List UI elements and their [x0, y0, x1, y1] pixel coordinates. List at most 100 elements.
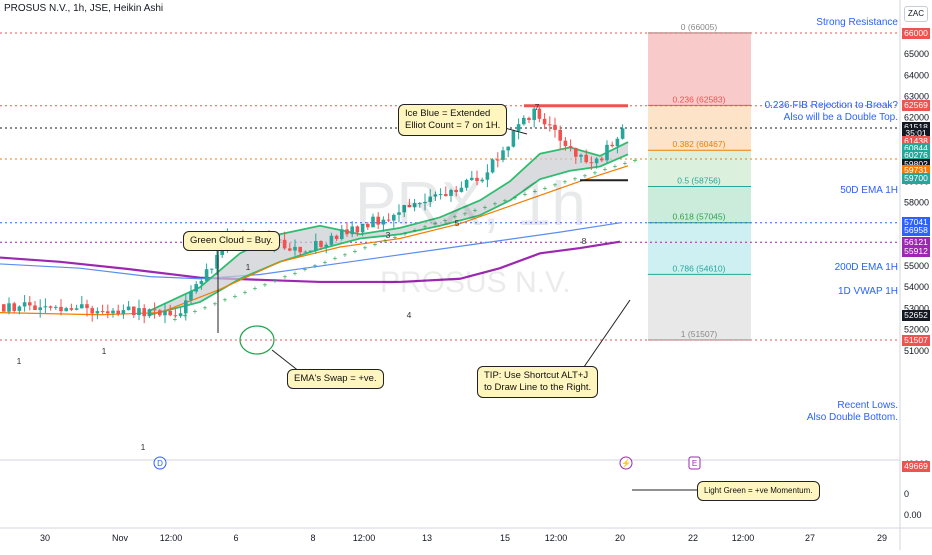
ema-cross-marker: +	[583, 171, 588, 180]
candle-body	[137, 308, 141, 316]
note-tip[interactable]: TIP: Use Shortcut ALT+J to Draw Line to …	[477, 366, 599, 398]
ema-cross-marker: +	[433, 219, 438, 228]
ema-cross-marker: +	[323, 258, 328, 267]
ema-cross-marker: +	[273, 276, 278, 285]
note-ema-swap[interactable]: EMA's Swap = +ve.	[287, 369, 384, 389]
fib-label-0.5: 0.5 (58756)	[677, 175, 721, 185]
price-tag: 60276	[902, 149, 930, 161]
ema-cross-marker: +	[333, 254, 338, 263]
candle-body	[386, 219, 391, 221]
price-tick-label: 58000	[904, 197, 929, 207]
elliott-label: 1	[102, 346, 107, 356]
price-tick-label: 65000	[904, 49, 929, 59]
candle-body	[360, 223, 365, 233]
time-tick-label: 13	[422, 533, 432, 543]
candle-body	[2, 304, 6, 312]
candle-body	[194, 284, 198, 292]
candle-body	[28, 302, 32, 306]
candle-body	[527, 117, 531, 120]
ema-cross-marker: +	[293, 269, 298, 278]
fib-zone-0	[648, 32, 751, 106]
note-momentum[interactable]: Light Green = +ve Momentum.	[697, 481, 820, 501]
candle-body	[511, 130, 516, 147]
note-ice-blue[interactable]: Ice Blue = Extended Elliot Count = 7 on …	[398, 104, 508, 136]
ema-cross-marker: +	[283, 273, 288, 282]
indicator-tick-label: 0.00	[904, 510, 922, 520]
candle-body	[184, 300, 188, 314]
ema-cloud	[150, 142, 628, 315]
indicator-tick-label: 0	[904, 489, 909, 499]
ema-slow-line	[149, 153, 629, 316]
time-tick-label: 29	[877, 533, 887, 543]
candle-body	[610, 144, 614, 147]
time-tick-label: 15	[500, 533, 510, 543]
ema-cross-marker: +	[403, 229, 408, 238]
candle-body	[43, 306, 48, 308]
candle-body	[7, 303, 11, 312]
time-tick-label: 27	[805, 533, 815, 543]
candle-body	[579, 154, 583, 157]
label-fib-rejection: 0.236 FIB Rejection to Break? Also will …	[764, 100, 898, 123]
candle-body	[589, 162, 594, 164]
ema-cross-marker: +	[263, 280, 268, 289]
candle-body	[423, 201, 427, 204]
candle-body	[158, 310, 162, 316]
price-tag: 62569	[902, 100, 930, 112]
fib-zone-3	[648, 186, 751, 223]
candle-body	[584, 154, 588, 163]
candle-body	[449, 190, 453, 196]
price-tag: 61518	[902, 122, 930, 134]
fib-label-0.618: 0.618 (57045)	[673, 212, 726, 222]
candle-body	[496, 159, 500, 161]
ema-cross-marker: +	[393, 233, 398, 242]
candle-body	[298, 246, 302, 253]
price-tick-label: 64000	[904, 70, 929, 80]
ema-swap-circle	[239, 325, 275, 355]
candle-body	[438, 194, 443, 196]
ema-cross-marker: +	[563, 178, 568, 187]
vwap-line	[0, 240, 621, 284]
time-tick-label: 22	[688, 533, 698, 543]
candle-body	[532, 108, 536, 120]
candle-body	[355, 226, 360, 233]
price-tag: 57041	[902, 217, 930, 229]
fib-zone-4	[648, 222, 751, 275]
currency-badge[interactable]: ZAC	[904, 6, 928, 22]
label-strong-resistance: Strong Resistance	[816, 17, 898, 28]
time-tick-label: 30	[40, 533, 50, 543]
ema-cross-marker: +	[173, 315, 178, 324]
candle-body	[376, 216, 380, 225]
candle-body	[48, 306, 53, 308]
note-green-cloud[interactable]: Green Cloud = Buy.	[183, 231, 280, 251]
candle-body	[433, 194, 438, 197]
candle-body	[475, 177, 479, 182]
label-vwap: 1D VWAP 1H	[837, 286, 898, 297]
candle-body	[204, 269, 209, 281]
price-tick-label: 63000	[904, 92, 929, 102]
candle-body	[173, 315, 178, 317]
earnings-marker-label: E	[692, 459, 697, 468]
candle-body	[371, 216, 375, 228]
elliott-label: 3	[386, 230, 391, 240]
price-tag: 52652	[902, 310, 930, 322]
candle-body	[38, 307, 42, 310]
candle-body	[470, 177, 474, 180]
candle-body	[319, 241, 323, 247]
candle-body	[210, 268, 214, 270]
candle-body	[605, 144, 609, 161]
time-tick-label: 12:00	[353, 533, 376, 543]
ema-cross-marker: +	[193, 307, 198, 316]
candle-body	[163, 310, 167, 316]
price-tick-label: 52000	[904, 325, 929, 335]
price-tag: 35:01	[902, 128, 930, 140]
ema-cross-marker: +	[413, 226, 418, 235]
fib-label-0.382: 0.382 (60467)	[673, 139, 726, 149]
candle-body	[464, 179, 469, 188]
candle-body	[568, 146, 573, 149]
ema-cross-marker: +	[523, 190, 528, 199]
candle-body	[168, 310, 172, 316]
candle-body	[54, 306, 58, 308]
label-ema50: 50D EMA 1H	[840, 185, 898, 196]
